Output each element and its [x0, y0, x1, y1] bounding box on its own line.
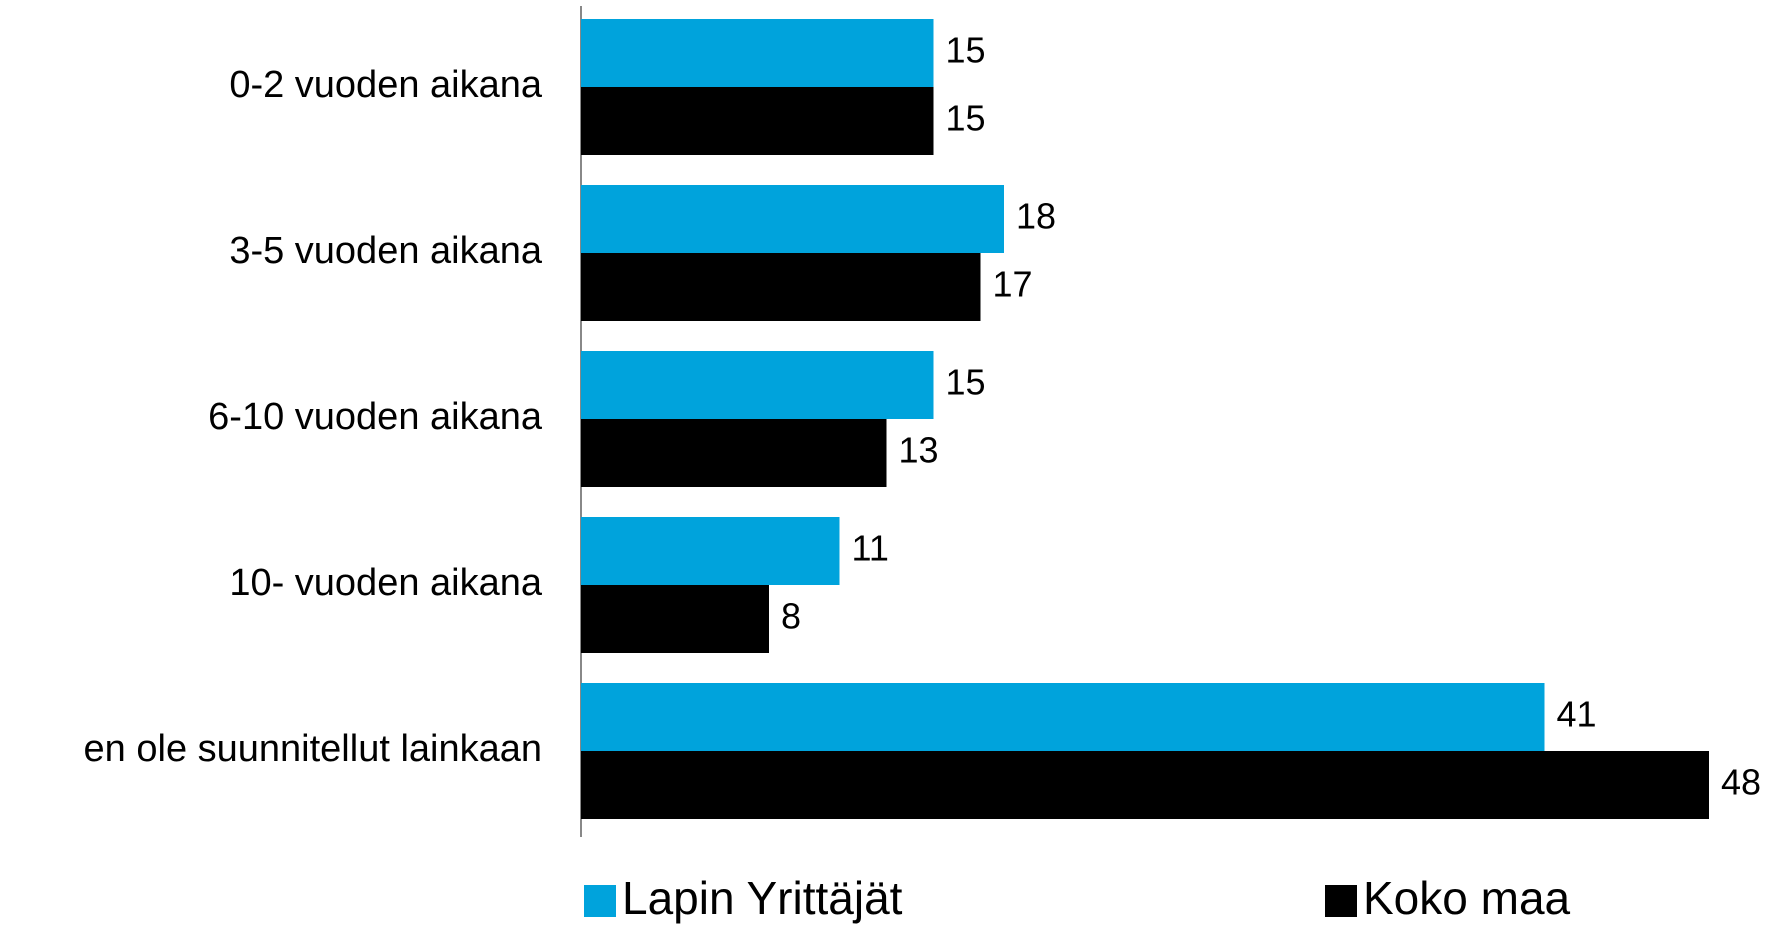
category-label: 0-2 vuoden aikana: [229, 64, 543, 106]
value-label: 18: [1016, 196, 1056, 237]
category-label: 10- vuoden aikana: [229, 562, 543, 604]
value-label: 48: [1721, 762, 1761, 803]
value-label: 15: [946, 362, 986, 403]
bar: [581, 185, 1004, 253]
value-label: 8: [781, 596, 801, 637]
value-label: 41: [1557, 694, 1597, 735]
value-label: 17: [993, 264, 1033, 305]
value-label: 15: [946, 98, 986, 139]
value-label: 15: [946, 30, 986, 71]
bar: [581, 419, 887, 487]
category-label: 3-5 vuoden aikana: [229, 230, 543, 272]
value-label: 11: [852, 528, 889, 569]
bar: [581, 87, 934, 155]
legend-label: Lapin Yrittäjät: [622, 872, 903, 924]
bar: [581, 351, 934, 419]
category-label: 6-10 vuoden aikana: [208, 396, 543, 438]
category-label: en ole suunnitellut lainkaan: [84, 728, 542, 770]
bar: [581, 751, 1709, 819]
legend-label: Koko maa: [1363, 872, 1571, 924]
bar: [581, 585, 769, 653]
bar: [581, 683, 1545, 751]
bar: [581, 19, 934, 87]
value-label: 13: [899, 430, 939, 471]
legend-swatch: [1325, 885, 1357, 917]
bar: [581, 253, 981, 321]
bar: [581, 517, 840, 585]
legend-swatch: [584, 885, 616, 917]
